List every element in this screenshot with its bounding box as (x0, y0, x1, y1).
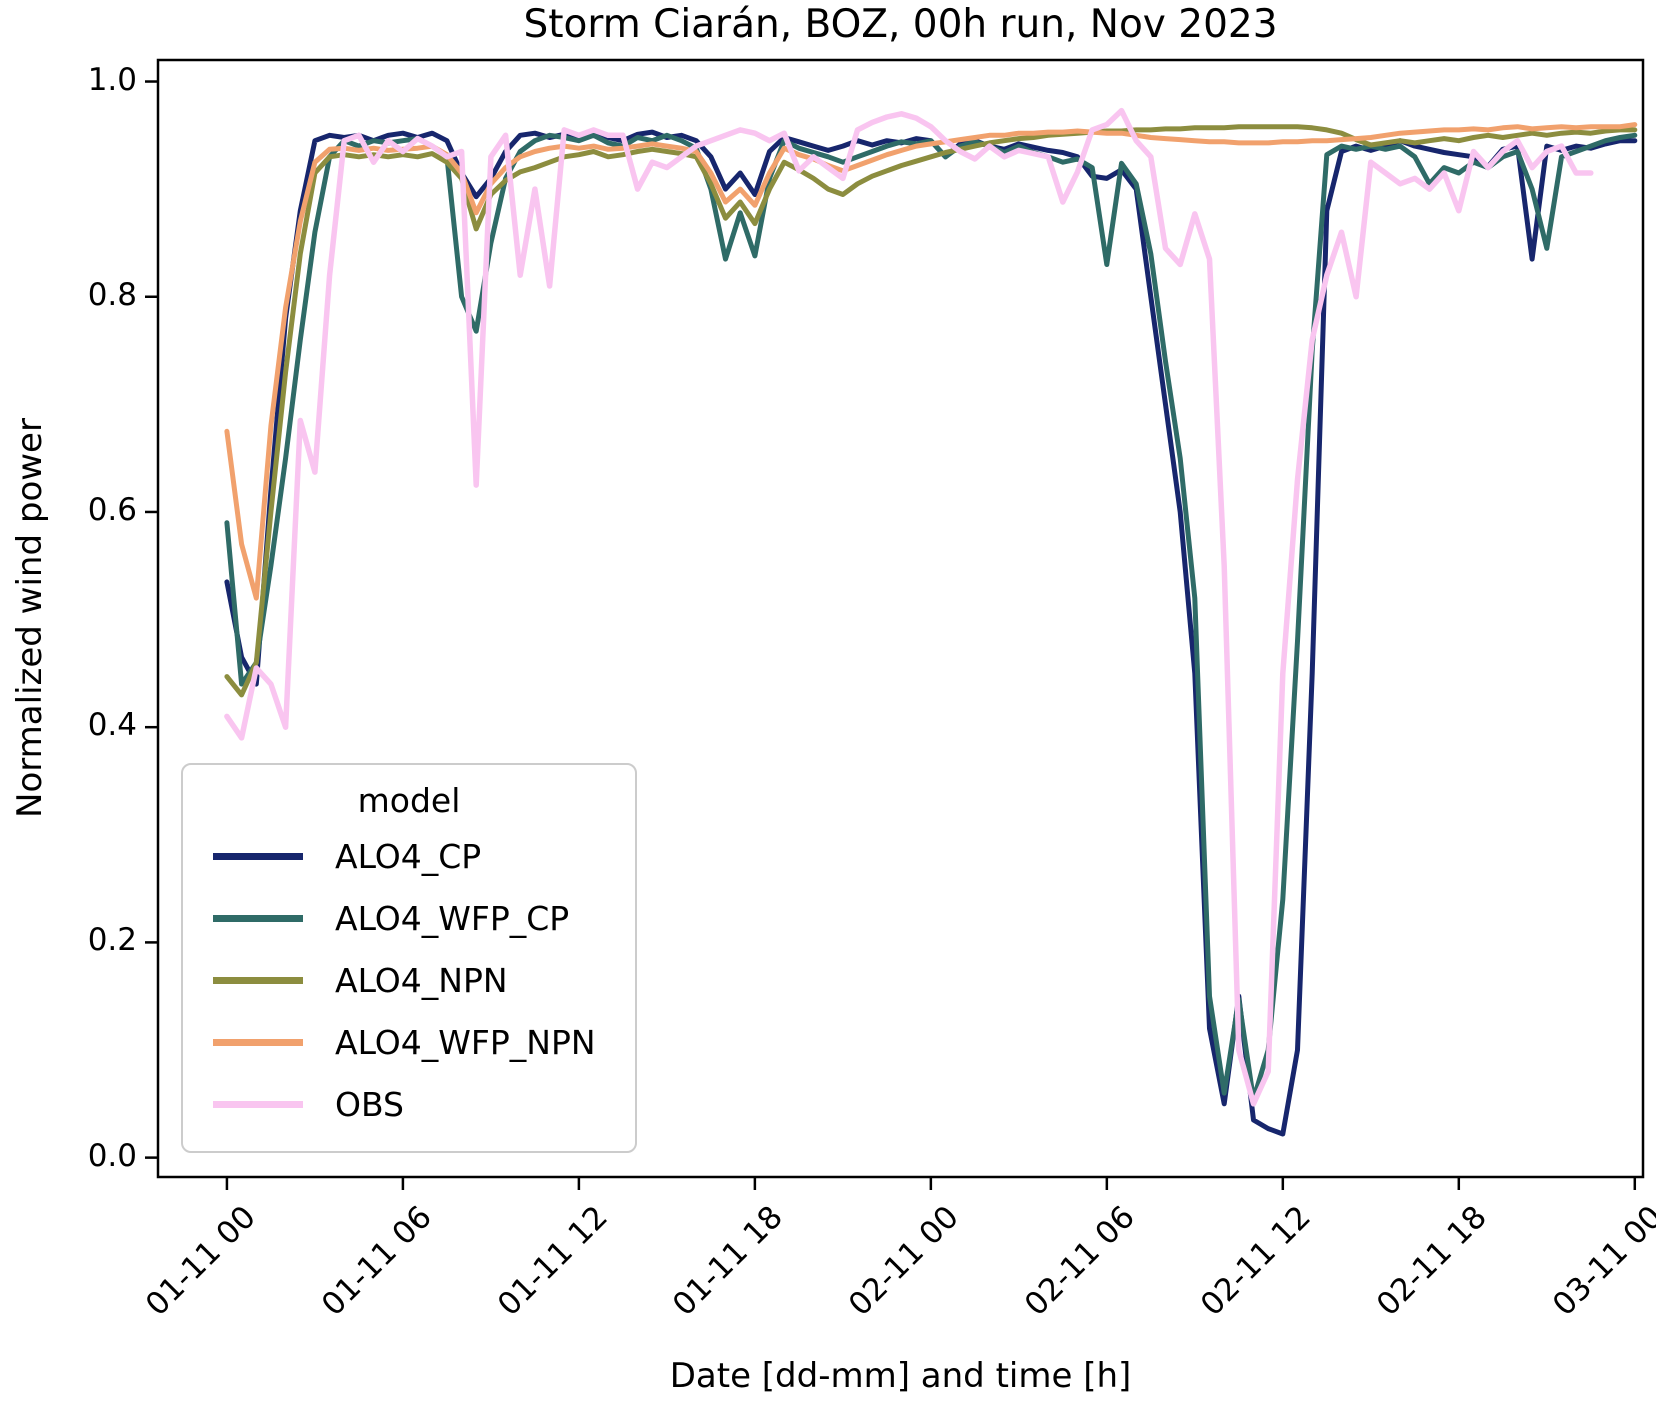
series-line-OBS (224, 107, 1594, 1107)
legend-label: ALO4_CP (335, 836, 482, 876)
legend-rows: ALO4_CP ALO4_WFP_CP ALO4_NPN ALO4_WFP_NPN OB… (203, 825, 615, 1135)
y-tick-label: 0.4 (87, 707, 137, 744)
series-line-ALO4_NPN (224, 124, 1638, 698)
legend-row-OBS: OBS (203, 1073, 615, 1135)
legend-label: ALO4_NPN (335, 960, 508, 1000)
series-line-ALO4_WFP_NPN (224, 122, 1638, 601)
y-tick-label: 0.8 (87, 276, 137, 313)
legend-line-swatch-ALO4_NPN (213, 976, 303, 984)
y-tick-label: 1.0 (87, 61, 137, 98)
legend-line-swatch-ALO4_WFP_CP (213, 914, 303, 922)
chart-title: Storm Ciarán, BOZ, 00h run, Nov 2023 (523, 2, 1278, 47)
legend-row-ALO4_CP: ALO4_CP (203, 825, 615, 887)
legend-line-swatch-OBS (213, 1100, 303, 1108)
legend-label: ALO4_WFP_CP (335, 898, 570, 938)
legend-row-ALO4_WFP_NPN: ALO4_WFP_NPN (203, 1011, 615, 1073)
y-tick-label: 0.0 (87, 1137, 137, 1174)
legend-line-swatch-ALO4_CP (213, 852, 303, 860)
plot-spines (156, 58, 1645, 1179)
legend-row-ALO4_WFP_CP: ALO4_WFP_CP (203, 887, 615, 949)
series-line-ALO4_WFP_CP (224, 132, 1638, 1102)
legend-title: model (357, 781, 461, 820)
legend-row-ALO4_NPN: ALO4_NPN (203, 949, 615, 1011)
legend-line-swatch-ALO4_WFP_NPN (213, 1038, 303, 1046)
y-tick-label: 0.6 (87, 491, 137, 528)
x-axis-label: Date [dd-mm] and time [h] (669, 1356, 1132, 1396)
legend-label: OBS (335, 1084, 404, 1124)
y-tick-label: 0.2 (87, 922, 137, 959)
legend-label: ALO4_WFP_NPN (335, 1022, 596, 1062)
legend: model ALO4_CP ALO4_WFP_CP ALO4_NPN ALO4_WFP… (181, 763, 637, 1153)
